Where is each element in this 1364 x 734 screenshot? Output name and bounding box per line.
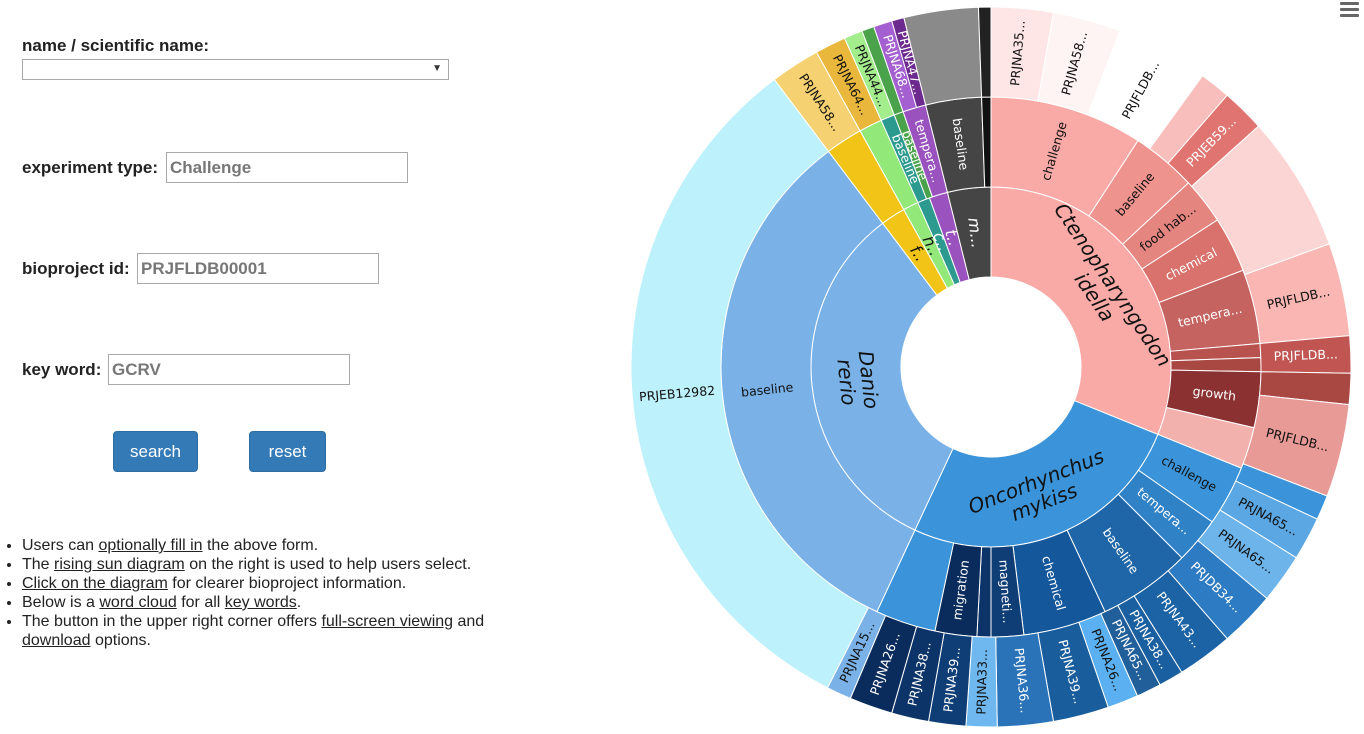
sunburst-label: PRJNA35...	[1007, 20, 1028, 87]
list-item: Users can optionally fill in the above f…	[22, 536, 484, 555]
experiment-type-input[interactable]: Challenge	[166, 152, 408, 183]
usage-notes: Users can optionally fill in the above f…	[0, 536, 484, 650]
sunburst-center[interactable]	[902, 278, 1080, 456]
name-label: name / scientific name:	[22, 36, 210, 55]
reset-button[interactable]: reset	[249, 431, 326, 472]
list-item: The rising sun diagram on the right is u…	[22, 555, 484, 574]
sunburst-segment-bioproject[interactable]	[977, 6, 992, 98]
bioproject-input[interactable]: PRJFLDB00001	[137, 253, 379, 284]
list-item: The button in the upper right corner off…	[22, 612, 484, 650]
sunburst-label: PRJNA36...	[1012, 647, 1033, 714]
sunburst-label: baseline	[740, 379, 794, 399]
experiment-type-label: experiment type:	[22, 158, 159, 177]
note-link[interactable]: optionally fill in	[98, 537, 203, 554]
keyword-input[interactable]: GCRV	[108, 354, 350, 385]
sunburst-label: PRJFLDB...	[1273, 346, 1338, 363]
sunburst-label: Daniorerio	[832, 350, 884, 413]
sunburst-label: m...	[964, 216, 987, 249]
sunburst-label: magneti...	[996, 559, 1015, 623]
hamburger-menu-icon[interactable]	[1340, 2, 1359, 19]
sunburst-segment-bioproject[interactable]	[630, 78, 870, 689]
sunburst-label: growth	[1192, 383, 1237, 403]
list-item: Below is a word cloud for all key words.	[22, 593, 484, 612]
sunburst-diagram[interactable]: CtenopharyngodonidellaOncorhynchusmykiss…	[620, 0, 1360, 734]
note-link[interactable]: word cloud	[99, 594, 177, 611]
note-link[interactable]: Click on the diagram	[22, 575, 168, 592]
bioproject-label: bioproject id:	[22, 259, 130, 278]
name-select[interactable]: ▼	[22, 59, 449, 80]
note-link[interactable]: rising sun diagram	[54, 556, 185, 573]
sunburst-label: PRJEB12982	[639, 383, 716, 405]
note-link[interactable]: download	[22, 632, 91, 649]
note-link[interactable]: full-screen viewing	[321, 613, 454, 630]
sunburst-label: PRJNA33...	[973, 649, 990, 715]
search-button[interactable]: search	[113, 431, 198, 472]
list-item: Click on the diagram for clearer bioproj…	[22, 574, 484, 593]
sunburst-label: baseline	[950, 117, 972, 171]
keyword-label: key word:	[22, 360, 102, 379]
note-link[interactable]: key words	[224, 594, 297, 611]
chevron-down-icon[interactable]: ▼	[432, 63, 442, 74]
